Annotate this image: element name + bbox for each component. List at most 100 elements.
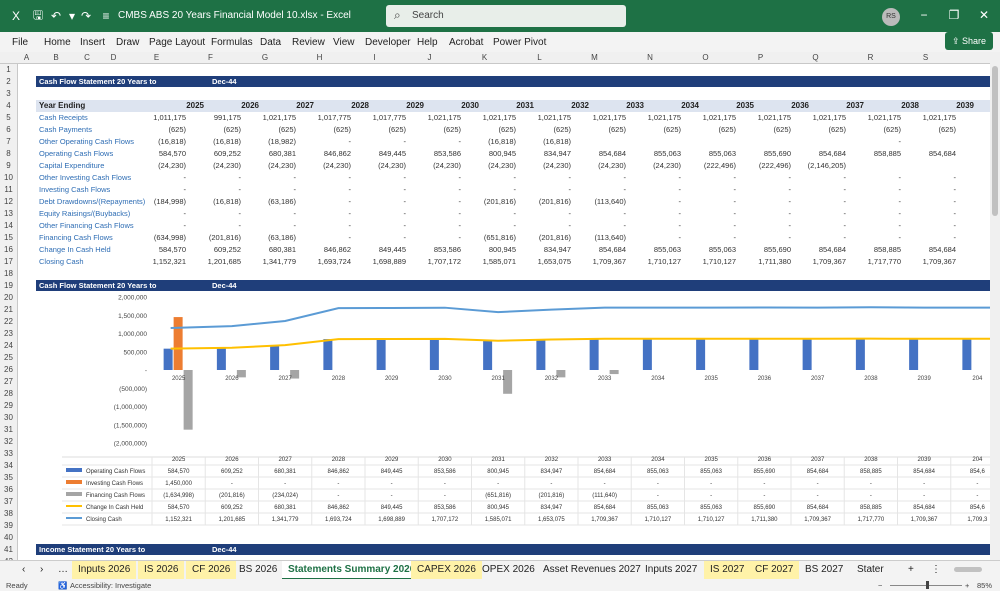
table-cell[interactable]: - [843,173,847,182]
close-icon[interactable]: ✕ [978,8,990,22]
table-cell[interactable]: - [898,137,902,146]
column-header-N[interactable]: N [647,53,653,62]
search-input[interactable]: ⌕ Search [386,5,626,27]
table-cell[interactable]: - [238,173,242,182]
table-cell[interactable]: 854,684 [928,149,956,158]
row-header-36[interactable]: 36 [4,485,13,494]
tab-stater[interactable]: Stater [857,564,884,575]
table-cell[interactable]: (16,818) [543,137,571,146]
menu-draw[interactable]: Draw [116,37,140,48]
row-header-12[interactable]: 12 [4,197,13,206]
row-header-39[interactable]: 39 [4,521,13,530]
more-sheets-icon[interactable]: … [58,564,68,575]
table-cell[interactable]: - [843,197,847,206]
menu-insert[interactable]: Insert [80,37,106,48]
table-cell[interactable]: 1,693,724 [317,257,351,266]
table-cell[interactable]: 1,341,779 [262,257,296,266]
row-header-33[interactable]: 33 [4,449,13,458]
table-cell[interactable]: - [238,221,242,230]
table-cell[interactable]: - [898,185,902,194]
table-cell[interactable]: (625) [168,125,186,134]
row-header-19[interactable]: 19 [4,281,13,290]
table-cell[interactable]: - [623,209,627,218]
zoom-in-icon[interactable]: + [965,581,970,590]
row-header-4[interactable]: 4 [6,101,11,110]
tab-inputs-2027[interactable]: Inputs 2027 [645,564,698,575]
table-cell[interactable]: (201,816) [483,197,516,206]
table-cell[interactable]: 854,684 [598,149,626,158]
table-cell[interactable]: (625) [333,125,351,134]
table-cell[interactable]: 991,175 [213,113,241,122]
row-header-18[interactable]: 18 [4,269,13,278]
table-cell[interactable]: - [238,209,242,218]
row-header-40[interactable]: 40 [4,533,13,542]
menu-acrobat[interactable]: Acrobat [449,37,484,48]
menu-home[interactable]: Home [44,37,71,48]
table-cell[interactable]: (63,186) [268,233,296,242]
table-cell[interactable]: (16,818) [158,137,186,146]
table-cell[interactable]: - [348,197,352,206]
table-cell[interactable]: - [513,221,517,230]
table-cell[interactable]: 584,570 [158,245,186,254]
row-header-24[interactable]: 24 [4,341,13,350]
zoom-slider-thumb[interactable] [926,581,929,589]
menu-file[interactable]: File [12,37,29,48]
column-header-B[interactable]: B [53,53,59,62]
table-cell[interactable]: 1,021,175 [537,113,571,122]
menu-data[interactable]: Data [260,37,282,48]
table-cell[interactable]: - [678,221,682,230]
table-cell[interactable]: - [678,209,682,218]
row-header-14[interactable]: 14 [4,221,13,230]
table-cell[interactable]: - [403,233,407,242]
table-cell[interactable]: (24,230) [488,161,516,170]
column-header-P[interactable]: P [757,53,764,62]
table-cell[interactable]: 849,445 [378,245,406,254]
table-cell[interactable]: - [568,185,572,194]
table-cell[interactable]: - [458,233,462,242]
row-header-31[interactable]: 31 [4,425,13,434]
tab-is-2027[interactable]: IS 2027 [704,561,751,580]
table-cell[interactable]: - [403,209,407,218]
table-cell[interactable]: 858,885 [873,245,901,254]
row-header-5[interactable]: 5 [6,113,11,122]
table-cell[interactable]: 1,021,175 [482,113,516,122]
table-cell[interactable]: - [348,233,352,242]
row-header-21[interactable]: 21 [4,305,13,314]
table-cell[interactable]: (18,982) [268,137,296,146]
table-cell[interactable]: (24,230) [598,161,626,170]
table-cell[interactable]: - [623,173,627,182]
table-cell[interactable]: - [403,197,407,206]
table-cell[interactable]: 853,586 [433,245,461,254]
table-cell[interactable]: 853,586 [433,149,461,158]
table-cell[interactable]: 1,021,175 [427,113,461,122]
row-header-22[interactable]: 22 [4,317,13,326]
table-cell[interactable]: (201,816) [208,233,241,242]
restore-icon[interactable]: ❐ [948,8,960,22]
row-header-1[interactable]: 1 [6,65,11,74]
table-cell[interactable]: (222,496) [703,161,736,170]
table-cell[interactable]: - [843,185,847,194]
table-cell[interactable]: - [733,221,737,230]
worksheet-grid[interactable]: Cash Flow Statement 20 Years to Dec-44 Y… [18,64,990,560]
table-cell[interactable]: 834,947 [543,245,571,254]
table-cell[interactable]: - [953,185,957,194]
undo-icon[interactable]: ↶ [50,9,62,23]
table-cell[interactable]: 1,021,175 [867,113,901,122]
undo-dropdown-icon[interactable]: ▾ [68,9,76,23]
table-cell[interactable]: (201,816) [538,197,571,206]
row-header-11[interactable]: 11 [4,185,13,194]
table-cell[interactable]: - [183,185,187,194]
table-cell[interactable]: 1,021,175 [262,113,296,122]
column-header-D[interactable]: D [110,53,117,62]
menu-view[interactable]: View [333,37,355,48]
tab-cf-2026[interactable]: CF 2026 [186,561,237,580]
add-sheet-icon[interactable]: + [908,564,914,575]
save-icon[interactable]: 🖫 [32,7,44,22]
table-cell[interactable]: 800,945 [488,245,516,254]
table-cell[interactable]: - [678,197,682,206]
menu-help[interactable]: Help [417,37,438,48]
table-cell[interactable]: 1,709,367 [812,257,846,266]
table-cell[interactable]: (113,640) [594,233,626,242]
table-cell[interactable]: 1,011,175 [153,113,186,122]
table-cell[interactable]: 1,710,127 [702,257,736,266]
